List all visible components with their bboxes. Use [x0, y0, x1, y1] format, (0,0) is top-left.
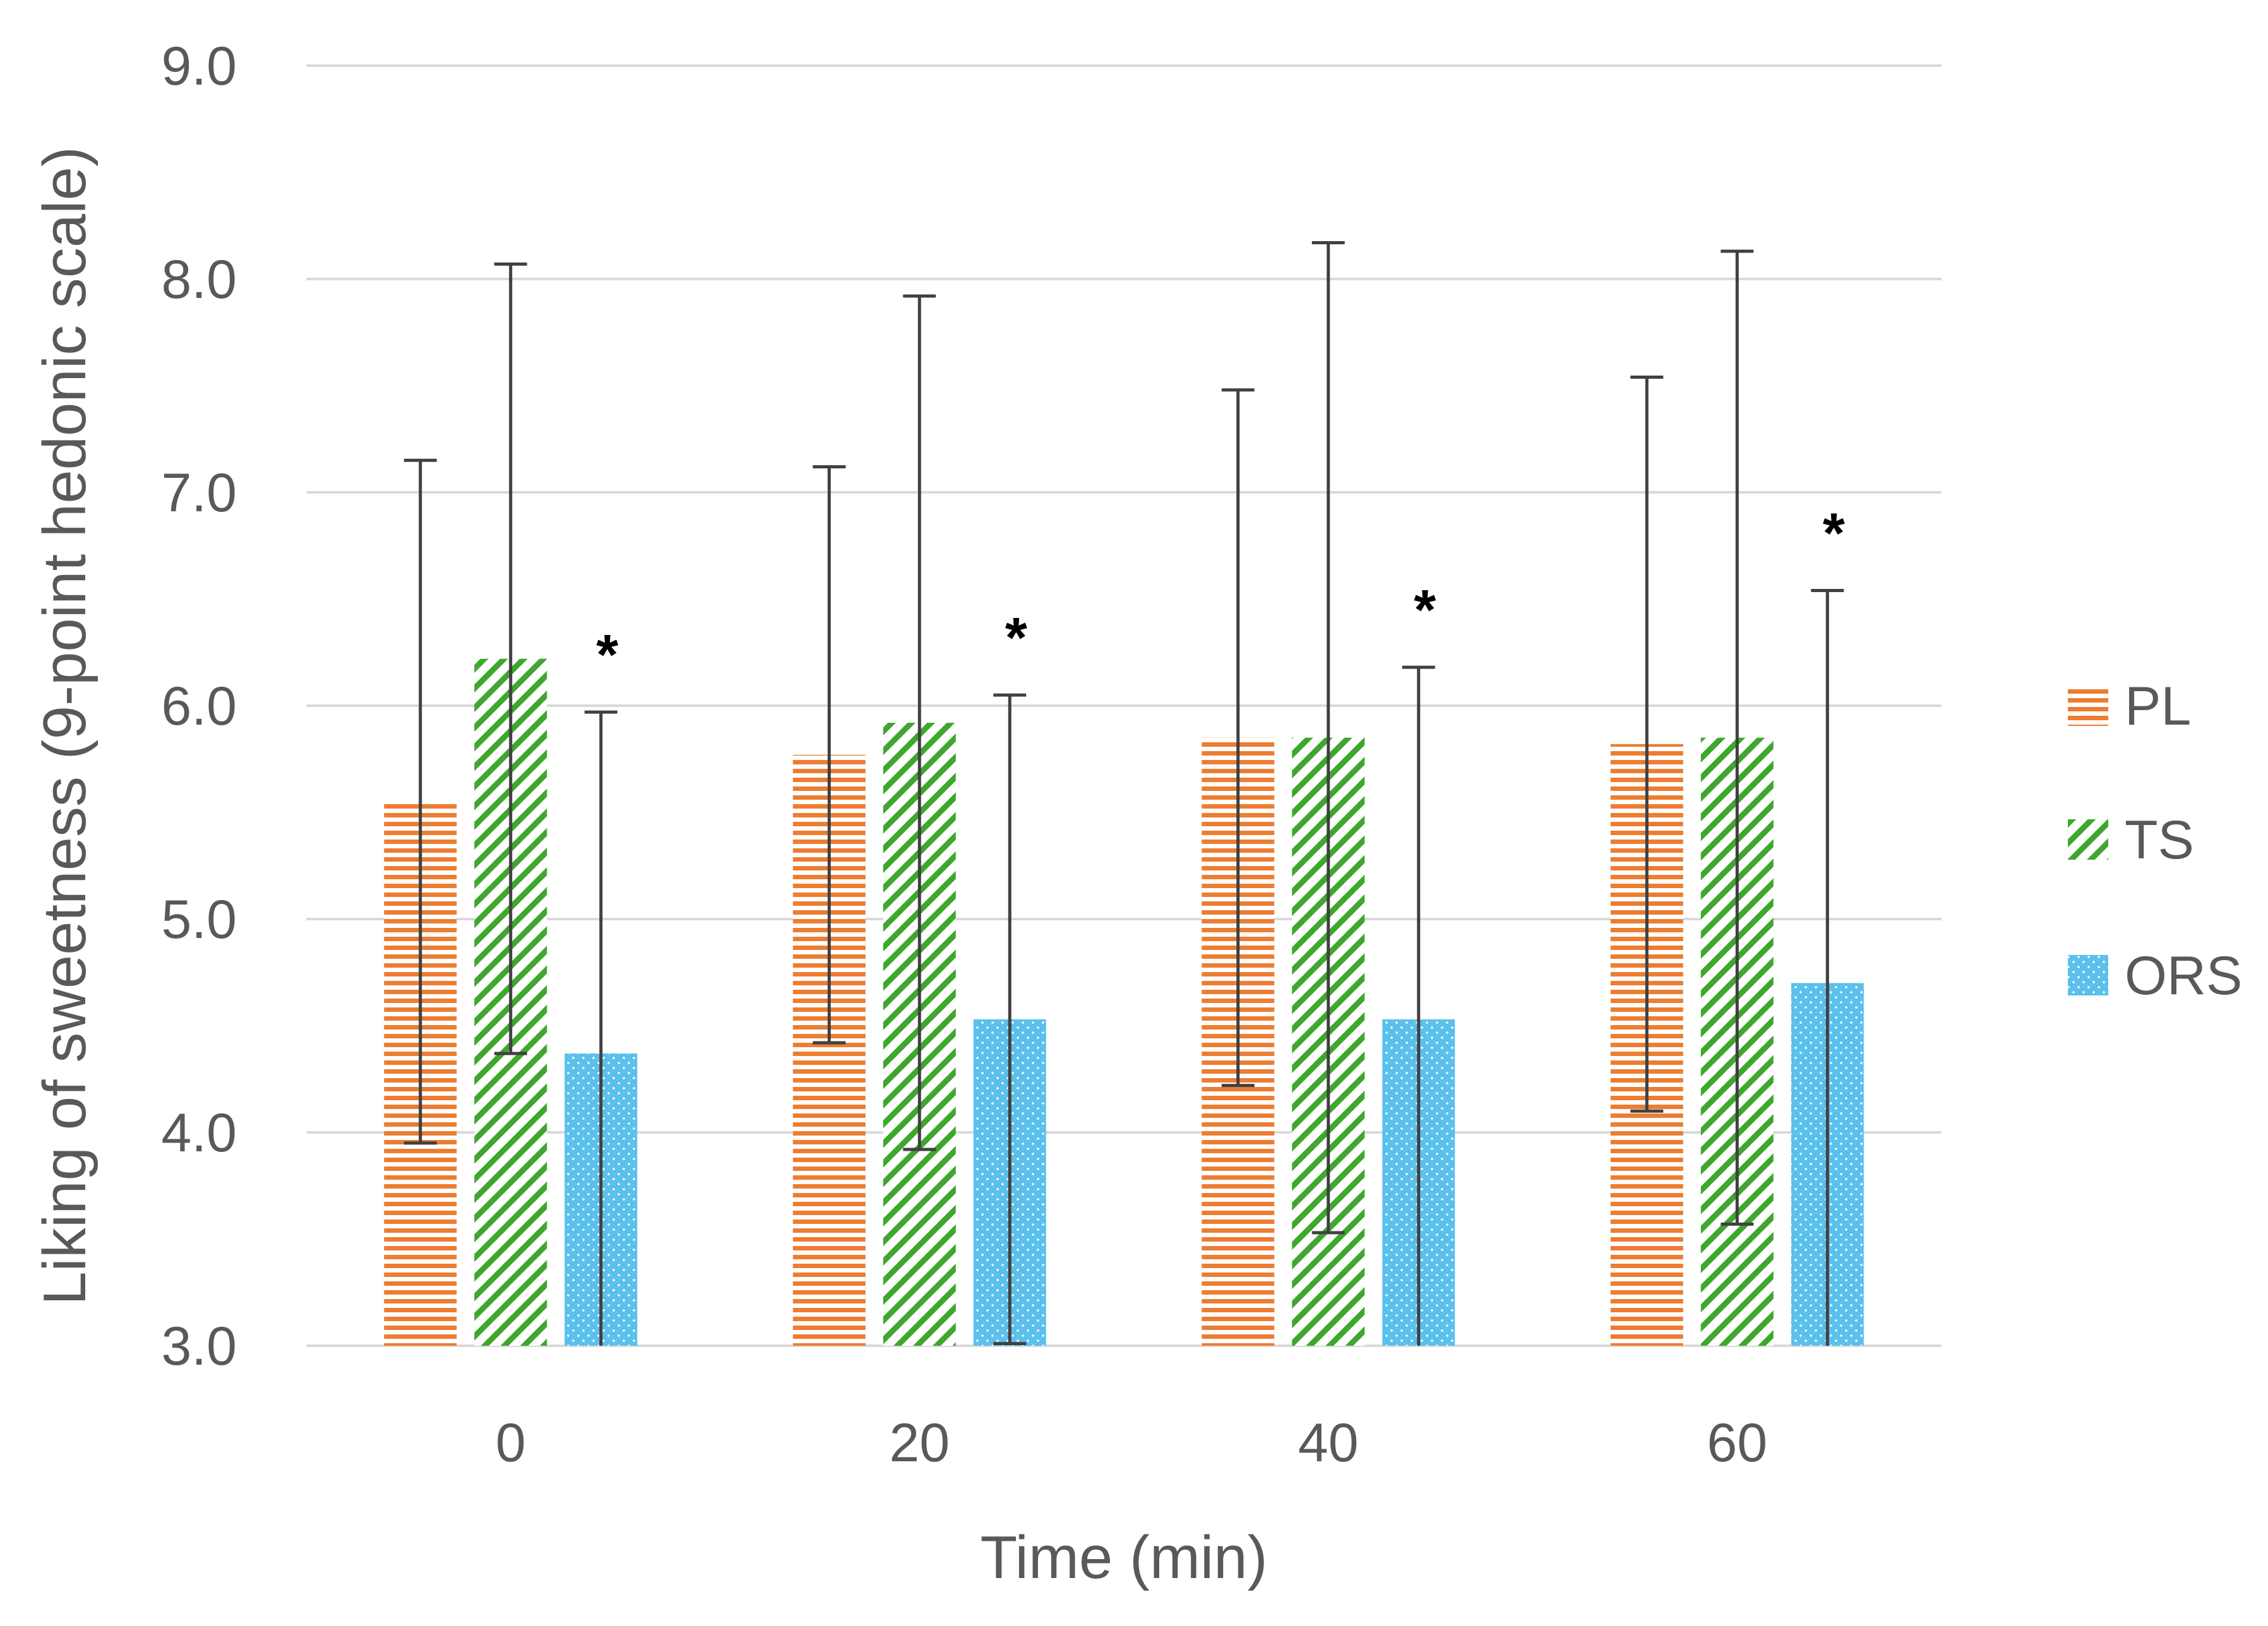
legend-item-pl: PL	[2068, 676, 2191, 737]
significance-markers: * * * *	[596, 502, 1845, 687]
error-bar-ors-20	[993, 693, 1027, 1346]
error-bar-ts-40	[1311, 241, 1345, 1235]
legend-swatch	[2068, 685, 2108, 726]
error-bar-pl-40	[1221, 388, 1255, 1088]
y-tick-label: 6.0	[161, 676, 237, 737]
x-tick-label: 40	[1298, 1413, 1359, 1473]
significance-star: *	[1823, 502, 1845, 565]
legend-swatch	[2068, 819, 2108, 860]
legend-label: TS	[2125, 810, 2194, 870]
legend-item-ors: ORS	[2068, 946, 2242, 1006]
y-tick-label: 4.0	[161, 1103, 237, 1163]
y-tick-label: 8.0	[161, 249, 237, 310]
y-tick-label: 7.0	[161, 463, 237, 523]
error-bar-ors-60	[1811, 588, 1844, 1346]
error-bar-pl-60	[1630, 375, 1664, 1113]
significance-star: *	[1414, 579, 1436, 642]
x-tick-label: 60	[1707, 1413, 1767, 1473]
y-tick-label: 3.0	[161, 1316, 237, 1377]
y-axis-title: Liking of sweetness (9-point hedonic sca…	[31, 146, 98, 1305]
error-bar-ts-60	[1721, 249, 1754, 1226]
legend-label: PL	[2125, 676, 2191, 737]
error-bar-ors-40	[1402, 665, 1435, 1346]
error-bar-pl-20	[813, 465, 846, 1045]
y-tick-label: 9.0	[161, 36, 237, 97]
gridlines	[306, 64, 1942, 1347]
error-bar-ts-20	[903, 294, 936, 1151]
y-axis-ticks: 3.0 4.0 5.0 6.0 7.0 8.0 9.0	[161, 36, 237, 1377]
bars	[384, 658, 1864, 1346]
error-bar-ts-0	[494, 262, 527, 1055]
x-axis-title: Time (min)	[980, 1524, 1267, 1591]
error-bar-ors-0	[584, 710, 618, 1346]
y-tick-label: 5.0	[161, 889, 237, 950]
legend-swatch	[2068, 955, 2108, 995]
x-axis-ticks: 0 20 40 60	[496, 1413, 1767, 1473]
significance-star: *	[1005, 607, 1027, 670]
legend-label: ORS	[2125, 946, 2242, 1006]
legend-item-ts: TS	[2068, 810, 2194, 870]
error-bar-pl-0	[403, 458, 437, 1145]
error-bars	[403, 241, 1844, 1346]
significance-star: *	[596, 624, 618, 687]
legend: PL TS ORS	[2068, 676, 2242, 1006]
x-tick-label: 20	[889, 1413, 950, 1473]
x-tick-label: 0	[496, 1413, 526, 1473]
